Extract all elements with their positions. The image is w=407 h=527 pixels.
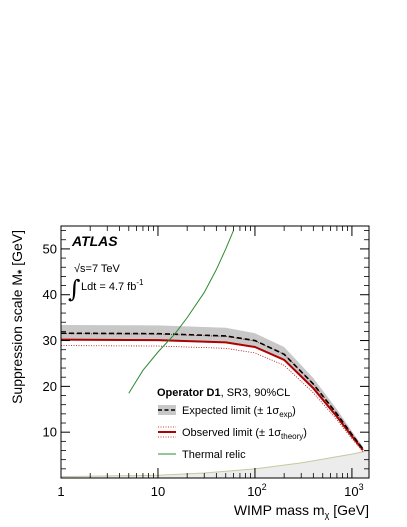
legend-header-rest: , SR3, 90%CL — [221, 387, 291, 399]
x-tick-label: 103 — [344, 482, 363, 499]
expected-limit-line — [60, 332, 364, 450]
y-tick-label: 50 — [43, 241, 57, 256]
integral-sign: ∫ — [68, 275, 81, 303]
observed-theory-down-line — [60, 345, 364, 453]
observed-limit-line — [60, 338, 364, 451]
legend: Operator D1, SR3, 90%CL Expected limit (… — [157, 387, 307, 461]
plot-frame — [60, 225, 370, 479]
y-tick-label: 40 — [43, 287, 57, 302]
energy-label: √s=7 TeV — [74, 263, 121, 275]
legend-observed-text: Observed limit (± 1σtheory) — [182, 427, 307, 441]
x-axis-title: WIMP mass mχ [GeV] — [234, 502, 369, 520]
expected-band-layer — [61, 324, 363, 452]
y-tick-label: 20 — [43, 379, 57, 394]
legend-header: Operator D1, SR3, 90%CL — [157, 387, 290, 399]
y-tick-label: 30 — [43, 333, 57, 348]
lumi-label: Ldt = 4.7 fb-1 — [81, 278, 144, 293]
lumi-prefix: Ldt = 4.7 fb — [81, 281, 136, 293]
expected-band — [61, 324, 363, 452]
limit-lines-layer — [60, 230, 364, 453]
legend-relic-text: Thermal relic — [182, 449, 246, 461]
x-tick-label: 102 — [247, 482, 266, 499]
axes-layer: 10 20 30 40 50 1 10 102 103 — [43, 226, 369, 499]
x-tick-label: 1 — [57, 484, 64, 499]
legend-header-bold: Operator D1 — [157, 387, 221, 399]
y-tick-label: 10 — [43, 425, 57, 440]
thermal-relic-line — [128, 230, 234, 394]
x-tick-label: 10 — [151, 484, 165, 499]
excluded-region-fill — [61, 450, 369, 478]
atlas-label: ATLAS — [71, 233, 118, 249]
y-axis-title: Suppression scale M* [GeV] — [9, 230, 28, 404]
lumi-sup: -1 — [136, 278, 144, 287]
legend-expected-text: Expected limit (± 1σexp) — [182, 405, 296, 419]
